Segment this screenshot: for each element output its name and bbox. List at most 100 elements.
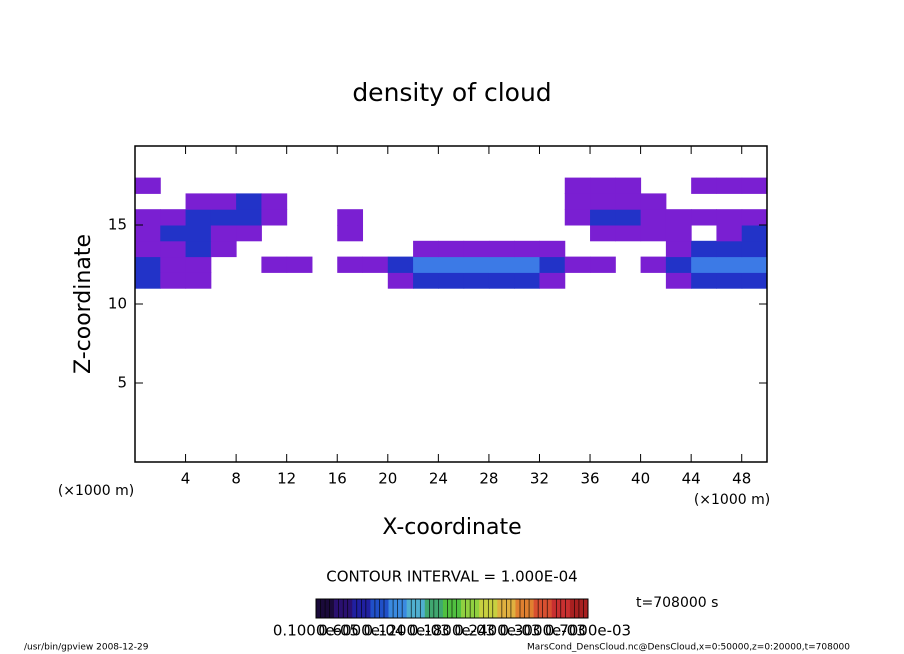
contour-cell bbox=[741, 209, 768, 226]
time-label: t=708000 s bbox=[636, 595, 718, 611]
contour-cell bbox=[539, 256, 566, 273]
contour-cell bbox=[463, 256, 490, 273]
colorbar-label: 0.2400e-03 bbox=[454, 622, 540, 640]
contour-cell bbox=[210, 225, 237, 242]
colorbar-label: 0.7000e-03 bbox=[545, 622, 631, 640]
x-tick-label: 32 bbox=[530, 470, 549, 488]
y-tick-label: 5 bbox=[117, 374, 127, 392]
contour-cell bbox=[337, 225, 364, 242]
x-tick-label: 48 bbox=[732, 470, 751, 488]
contour-cell bbox=[362, 256, 389, 273]
contour-cell bbox=[590, 256, 616, 273]
contour-cell bbox=[716, 225, 743, 242]
contour-cell bbox=[564, 209, 591, 226]
contour-cell bbox=[160, 225, 187, 242]
contour-cell bbox=[741, 256, 768, 273]
contour-cell bbox=[185, 272, 212, 289]
contour-cell bbox=[261, 209, 288, 226]
contour-cell bbox=[438, 240, 465, 258]
contour-cell bbox=[387, 256, 414, 273]
contour-cell bbox=[514, 240, 540, 258]
contour-cell bbox=[665, 256, 692, 273]
x-tick-label: 40 bbox=[631, 470, 650, 488]
contour-cell bbox=[716, 240, 743, 258]
contour-cell bbox=[539, 272, 566, 289]
contour-cell bbox=[185, 256, 212, 273]
x-tick-label: 8 bbox=[231, 470, 241, 488]
contour-cell bbox=[564, 193, 591, 210]
y-unit-label: (×1000 m) bbox=[58, 483, 134, 499]
contour-cell bbox=[387, 272, 414, 289]
contour-cell bbox=[716, 272, 743, 289]
contour-cell bbox=[286, 256, 313, 273]
contour-cell bbox=[413, 272, 439, 289]
contour-cell bbox=[488, 240, 515, 258]
contour-cell bbox=[564, 256, 591, 273]
contour-cell bbox=[236, 209, 262, 226]
contour-cell bbox=[590, 193, 616, 210]
contour-cell bbox=[615, 225, 642, 242]
contour-cell bbox=[261, 193, 288, 210]
contour-cell bbox=[210, 240, 237, 258]
x-tick-label: 12 bbox=[277, 470, 296, 488]
contour-cell bbox=[185, 209, 212, 226]
contour-cell bbox=[741, 272, 768, 289]
contour-cell bbox=[539, 240, 566, 258]
contour-cell bbox=[337, 256, 364, 273]
contour-cell bbox=[691, 272, 717, 289]
contour-cell bbox=[691, 240, 717, 258]
x-axis-label: X-coordinate bbox=[382, 515, 521, 540]
contour-cell bbox=[135, 209, 161, 226]
contour-cell bbox=[640, 225, 667, 242]
x-unit-label: (×1000 m) bbox=[694, 492, 770, 508]
y-tick-label: 10 bbox=[108, 295, 127, 313]
contour-cell bbox=[716, 177, 743, 194]
x-tick-label: 36 bbox=[580, 470, 599, 488]
contour-cell bbox=[741, 225, 768, 242]
footer-left: /usr/bin/gpview 2008-12-29 bbox=[24, 643, 149, 653]
contour-cell bbox=[691, 177, 717, 194]
contour-cell bbox=[185, 240, 212, 258]
contour-cell bbox=[337, 209, 364, 226]
colorbar-label: 0.1200e-03 bbox=[364, 622, 450, 640]
contour-interval: CONTOUR INTERVAL = 1.000E-04 bbox=[326, 568, 577, 586]
contour-cell bbox=[488, 256, 515, 273]
contour-cell bbox=[160, 272, 187, 289]
contour-cell bbox=[160, 256, 187, 273]
contour-cell bbox=[185, 193, 212, 210]
contour-cell bbox=[615, 177, 642, 194]
contour-cell bbox=[514, 256, 540, 273]
y-tick-label: 15 bbox=[108, 216, 127, 234]
contour-cell bbox=[590, 209, 616, 226]
contour-cell bbox=[463, 272, 490, 289]
contour-cell bbox=[665, 225, 692, 242]
colorbar-label: 0.6000e-04 bbox=[318, 622, 404, 640]
contour-cell bbox=[135, 225, 161, 242]
contour-cell bbox=[665, 240, 692, 258]
contour-cell bbox=[741, 177, 768, 194]
contour-cell bbox=[261, 256, 288, 273]
contour-cell bbox=[210, 209, 237, 226]
contour-cell bbox=[564, 177, 591, 194]
contour-cell bbox=[615, 209, 642, 226]
chart-title: density of cloud bbox=[352, 78, 551, 107]
contour-cell bbox=[160, 209, 187, 226]
contour-cell bbox=[615, 193, 642, 210]
colorbar-label: 0.1800e-03 bbox=[409, 622, 495, 640]
contour-cell bbox=[741, 240, 768, 258]
contour-cell bbox=[236, 225, 262, 242]
colorbar-label: 0.1000e-05 bbox=[273, 622, 359, 640]
contour-cell bbox=[665, 272, 692, 289]
footer-right: MarsCond_DensCloud.nc@DensCloud,x=0:5000… bbox=[527, 643, 850, 653]
contour-cell bbox=[640, 193, 667, 210]
contour-cell bbox=[413, 240, 439, 258]
contour-cell bbox=[236, 193, 262, 210]
contour-cell bbox=[135, 177, 161, 194]
x-tick-label: 16 bbox=[328, 470, 347, 488]
contour-cell bbox=[590, 177, 616, 194]
contour-cell bbox=[438, 272, 465, 289]
contour-cell bbox=[160, 240, 187, 258]
colorbar-label: 0.3000e-03 bbox=[500, 622, 586, 640]
contour-cell bbox=[185, 225, 212, 242]
